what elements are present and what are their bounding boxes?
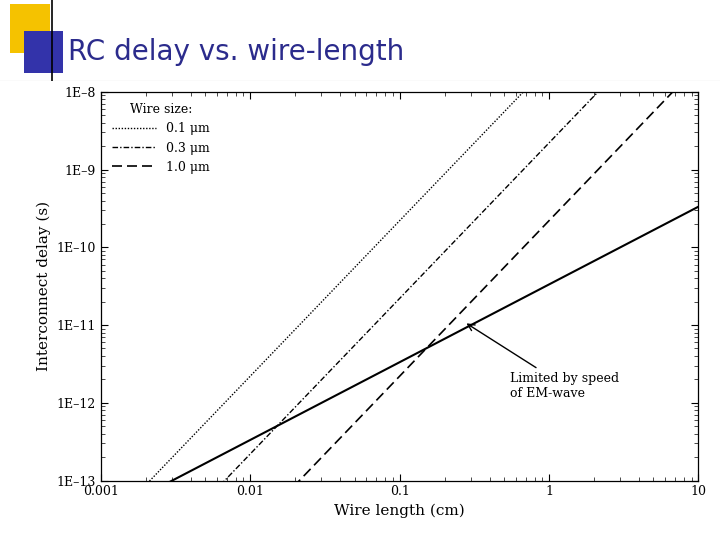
Bar xyxy=(10,4,50,52)
Bar xyxy=(24,31,63,73)
Legend: 0.1 μm, 0.3 μm, 1.0 μm: 0.1 μm, 0.3 μm, 1.0 μm xyxy=(107,98,215,179)
Text: RC delay vs. wire-length: RC delay vs. wire-length xyxy=(68,38,405,66)
Y-axis label: Interconnect delay (s): Interconnect delay (s) xyxy=(37,201,51,372)
X-axis label: Wire length (cm): Wire length (cm) xyxy=(334,504,465,518)
Text: Limited by speed
of EM-wave: Limited by speed of EM-wave xyxy=(468,324,619,400)
